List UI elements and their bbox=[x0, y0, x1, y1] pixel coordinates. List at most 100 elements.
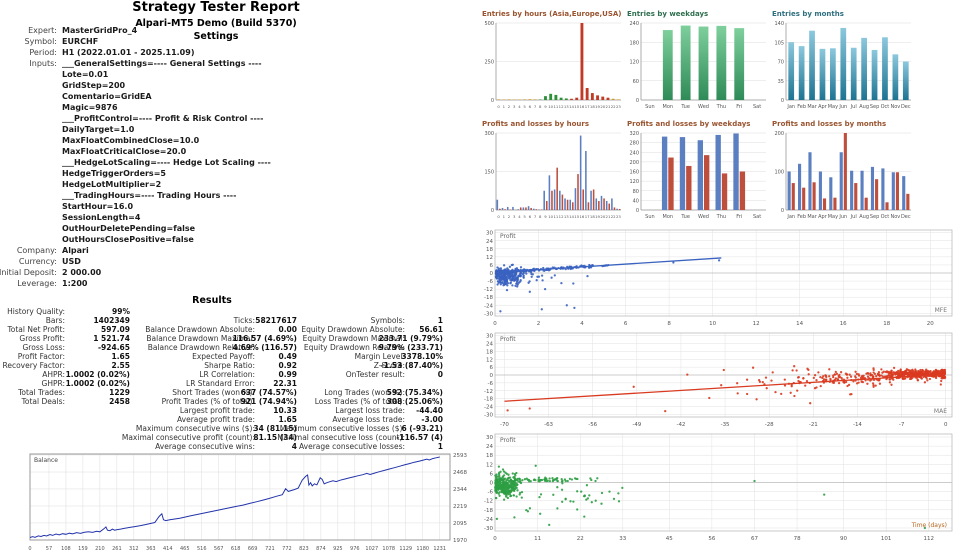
result-label: Equity Drawdown Relative: bbox=[303, 343, 405, 352]
svg-text:-24: -24 bbox=[484, 303, 493, 309]
svg-text:200: 200 bbox=[774, 131, 784, 137]
svg-text:-6: -6 bbox=[488, 490, 494, 496]
setting-label: Period: bbox=[29, 48, 57, 57]
svg-text:6: 6 bbox=[529, 104, 532, 109]
svg-text:Profit: Profit bbox=[500, 336, 516, 343]
settings-row: Lote=0.01 bbox=[0, 69, 271, 80]
result-label: Loss Trades (% of total): bbox=[314, 397, 405, 406]
setting-label: Inputs: bbox=[29, 59, 57, 68]
svg-text:17: 17 bbox=[585, 214, 590, 219]
svg-text:160: 160 bbox=[629, 170, 639, 176]
result-value: 0 bbox=[437, 370, 443, 379]
svg-text:MFE: MFE bbox=[935, 307, 948, 314]
setting-value: MasterGridPro_4 bbox=[62, 26, 138, 35]
result-label bbox=[0, 442, 65, 451]
svg-text:240: 240 bbox=[629, 150, 639, 156]
svg-text:108: 108 bbox=[61, 546, 71, 552]
svg-text:-28: -28 bbox=[765, 422, 774, 428]
svg-text:1129: 1129 bbox=[399, 546, 412, 552]
result-value bbox=[65, 424, 130, 433]
svg-text:9: 9 bbox=[544, 104, 547, 109]
svg-text:14: 14 bbox=[569, 104, 574, 109]
pl-by-hours-chart: Profits and losses by hours 0 150 300 0 1 2 3 4… bbox=[480, 120, 625, 227]
result-label: Balance Drawdown Relative: bbox=[147, 343, 255, 352]
result-value: 2458 bbox=[109, 397, 130, 406]
svg-text:0: 0 bbox=[493, 321, 497, 327]
svg-text:6: 6 bbox=[624, 321, 628, 327]
setting-value: ___ProfitControl=---- Profit & Risk Cont… bbox=[62, 114, 264, 123]
svg-text:14: 14 bbox=[569, 214, 574, 219]
svg-text:20: 20 bbox=[600, 214, 605, 219]
svg-text:78: 78 bbox=[794, 536, 801, 542]
result-label bbox=[0, 406, 65, 415]
result-label bbox=[297, 307, 405, 316]
pl-by-weekdays-chart: Profits and losses by weekdays 0 40 80 120 1… bbox=[625, 120, 770, 227]
svg-text:18: 18 bbox=[590, 104, 595, 109]
svg-text:-18: -18 bbox=[484, 397, 493, 403]
setting-value: ___HedgeLotScaling=---- Hedge Lot Scalin… bbox=[62, 158, 271, 167]
result-label: Bars: bbox=[45, 316, 65, 325]
svg-text:1180: 1180 bbox=[416, 546, 429, 552]
svg-text:12: 12 bbox=[559, 214, 564, 219]
svg-text:12: 12 bbox=[486, 462, 493, 468]
result-row: Average profit trade: 1.65 Average loss tr… bbox=[0, 415, 443, 424]
setting-value: GridStep=200 bbox=[62, 81, 126, 90]
svg-text:Time (days): Time (days) bbox=[911, 522, 947, 529]
result-value: 6 (-93.21) bbox=[401, 424, 443, 433]
svg-text:6: 6 bbox=[529, 214, 532, 219]
svg-text:30: 30 bbox=[486, 231, 493, 237]
entries-by-months-chart: Entries by months 0 35 70 105 140 Jan Feb Mar Ap… bbox=[770, 10, 915, 117]
svg-text:0: 0 bbox=[944, 422, 948, 428]
svg-text:40: 40 bbox=[633, 198, 639, 204]
svg-text:Mar: Mar bbox=[807, 104, 817, 110]
svg-text:Oct: Oct bbox=[881, 214, 890, 220]
svg-text:500: 500 bbox=[484, 21, 494, 27]
result-value: 1 521.74 bbox=[93, 334, 130, 343]
result-label: Expected Payoff: bbox=[192, 352, 255, 361]
svg-text:0: 0 bbox=[497, 104, 500, 109]
setting-value: H1 (2022.01.01 - 2025.11.09) bbox=[62, 48, 195, 57]
svg-text:21: 21 bbox=[606, 104, 611, 109]
result-row: History Quality: 99% bbox=[0, 307, 443, 316]
settings-row: ___ProfitControl=---- Profit & Risk Cont… bbox=[0, 113, 271, 124]
svg-text:-42: -42 bbox=[676, 422, 685, 428]
setting-value: Magic=9876 bbox=[62, 103, 118, 112]
setting-value: Comentario=GridEA bbox=[62, 92, 152, 101]
svg-text:Mon: Mon bbox=[663, 214, 674, 220]
settings-row: Currency: USD bbox=[0, 256, 271, 267]
svg-text:23: 23 bbox=[616, 214, 621, 219]
result-row: Average consecutive wins: 4 Average consec… bbox=[0, 442, 443, 451]
svg-text:8: 8 bbox=[539, 104, 542, 109]
svg-text:280: 280 bbox=[629, 141, 639, 147]
result-value: 1.0002 (0.02%) bbox=[65, 379, 130, 388]
svg-text:80: 80 bbox=[633, 189, 639, 195]
result-label: Maximum consecutive losses ($): bbox=[279, 424, 405, 433]
setting-value: StartHour=16.0 bbox=[62, 202, 134, 211]
svg-text:2095: 2095 bbox=[453, 521, 467, 527]
svg-text:-63: -63 bbox=[544, 422, 553, 428]
svg-text:3: 3 bbox=[513, 214, 516, 219]
settings-row: Leverage: 1:200 bbox=[0, 278, 271, 289]
svg-text:721: 721 bbox=[265, 546, 275, 552]
result-label: Balance Drawdown Maximal: bbox=[146, 334, 255, 343]
svg-text:925: 925 bbox=[333, 546, 343, 552]
svg-text:150: 150 bbox=[484, 170, 494, 176]
result-label: Average consecutive wins: bbox=[155, 442, 255, 451]
result-value: 0.00 bbox=[278, 325, 297, 334]
chart-title: Profits and losses by weekdays bbox=[627, 120, 751, 128]
svg-text:56: 56 bbox=[708, 536, 715, 542]
svg-text:-24: -24 bbox=[484, 517, 493, 523]
svg-text:Fri: Fri bbox=[736, 104, 742, 110]
settings-row: StartHour=16.0 bbox=[0, 201, 271, 212]
result-value: 10.33 bbox=[273, 406, 297, 415]
result-value: 9.79% (233.71) bbox=[378, 343, 443, 352]
result-row: Maximal consecutive profit (count): 81.15… bbox=[0, 433, 443, 442]
svg-text:Feb: Feb bbox=[797, 214, 806, 220]
result-row: Gross Loss: -924.65 Balance Drawdown Relat… bbox=[0, 343, 444, 352]
svg-text:5: 5 bbox=[523, 104, 526, 109]
svg-text:874: 874 bbox=[316, 546, 326, 552]
svg-text:1: 1 bbox=[503, 214, 506, 219]
result-value: -44.40 bbox=[416, 406, 443, 415]
svg-text:6: 6 bbox=[490, 471, 494, 477]
svg-text:30: 30 bbox=[486, 334, 493, 340]
